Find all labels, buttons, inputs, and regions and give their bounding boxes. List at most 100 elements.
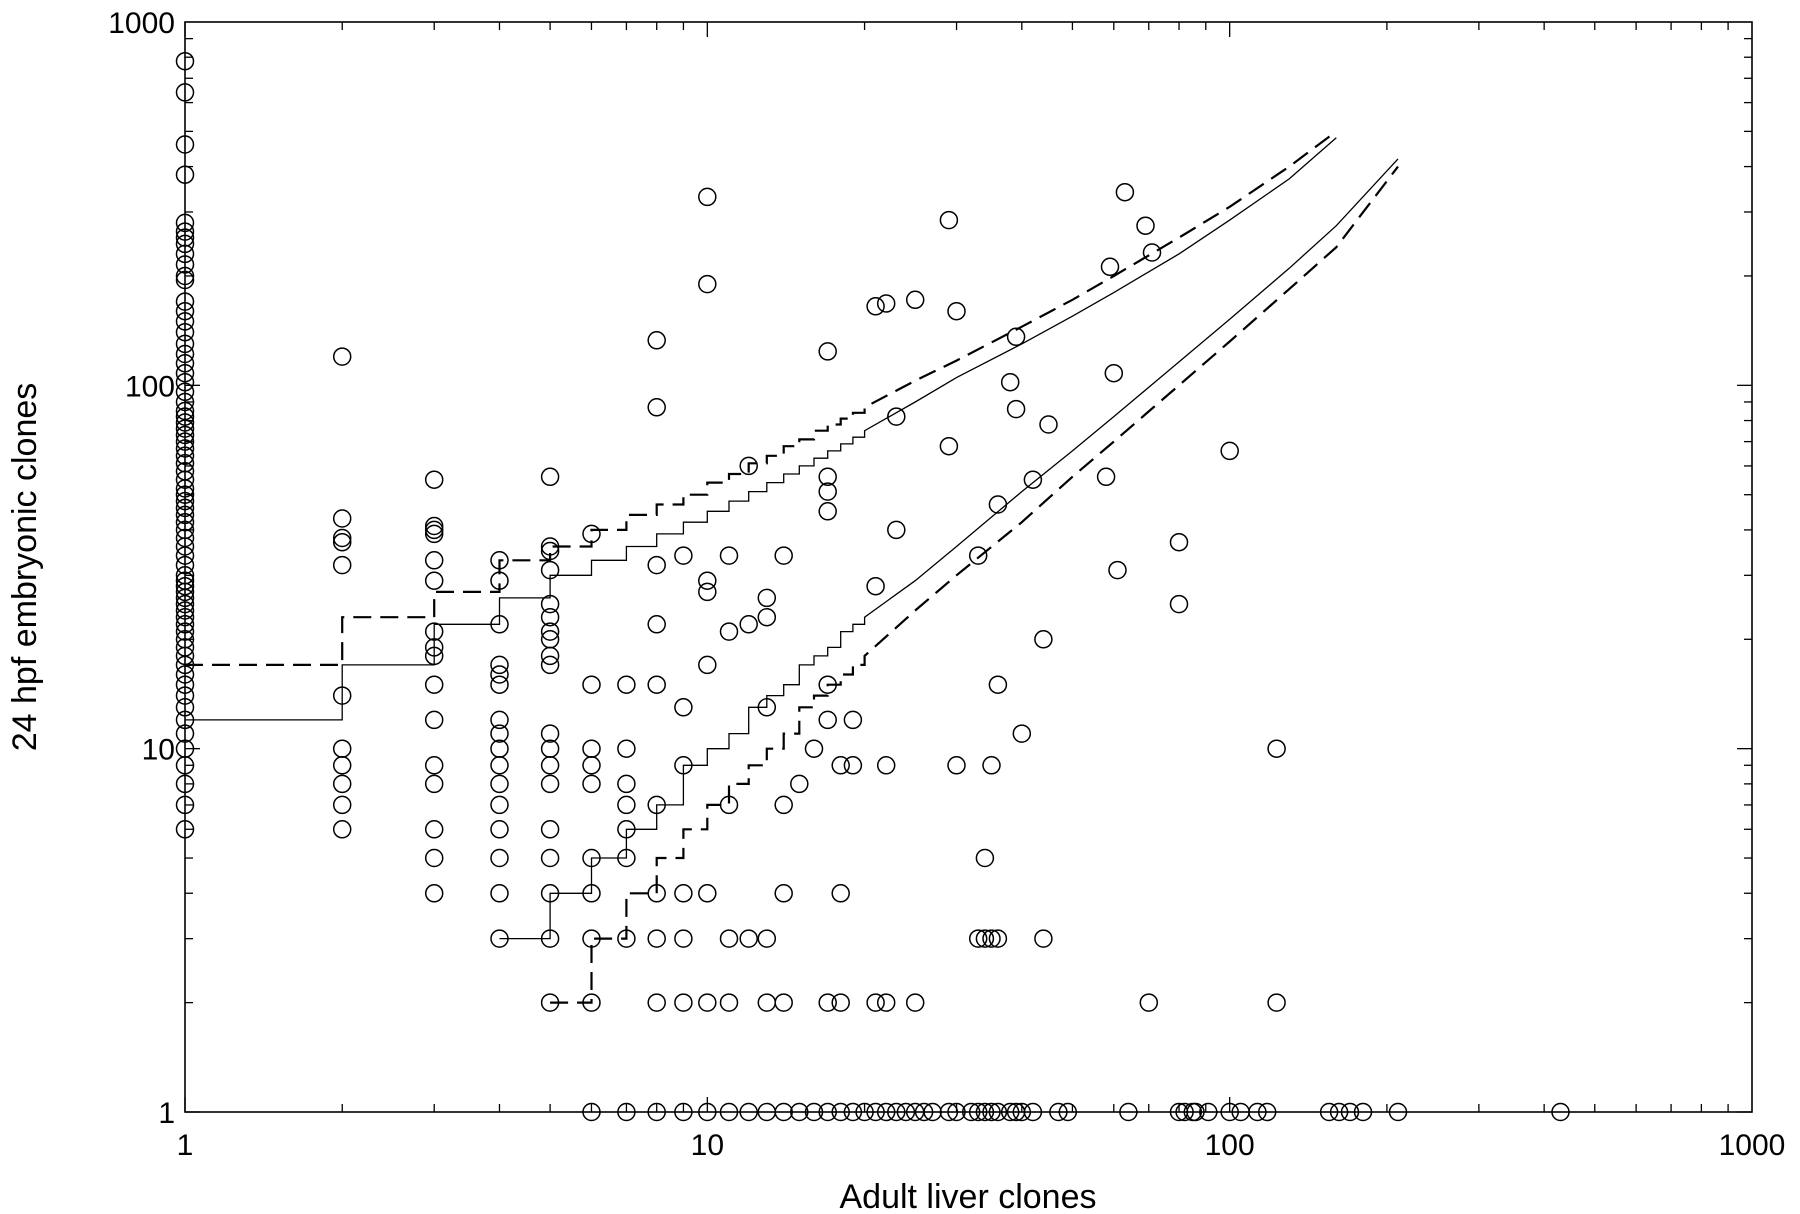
y-tick-label: 100 (125, 370, 175, 403)
data-point (1012, 724, 1032, 743)
data-point (582, 929, 601, 948)
data-point (831, 884, 850, 903)
data-point (914, 1102, 934, 1122)
data-point (1096, 467, 1116, 487)
data-point (424, 646, 444, 666)
data-point (790, 1102, 809, 1122)
data-point (175, 322, 195, 342)
data-point (175, 576, 195, 596)
data-point (988, 675, 1008, 694)
data-point (698, 582, 717, 602)
data-point (674, 698, 693, 717)
data-point (540, 607, 560, 627)
data-point (582, 756, 601, 775)
data-point (175, 413, 195, 432)
data-point (1115, 182, 1135, 202)
data-point (1039, 415, 1058, 434)
data-point (175, 439, 195, 458)
data-point (490, 571, 509, 590)
data-point (674, 1102, 693, 1122)
data-point (988, 495, 1008, 514)
data-point (617, 675, 636, 694)
data-point (175, 344, 195, 364)
data-point (175, 512, 195, 532)
data-point (540, 537, 560, 556)
data-point (647, 555, 666, 575)
curve-dashed-4 (550, 165, 1399, 1004)
x-tick-label: 10 (691, 1129, 724, 1162)
data-point (175, 382, 195, 402)
data-point (540, 929, 560, 948)
y-tick-label: 10 (142, 734, 175, 767)
data-point (175, 244, 195, 264)
x-axis-title: Adult liver clones (839, 1178, 1096, 1214)
data-point (175, 470, 195, 489)
data-point (490, 774, 509, 794)
data-point (968, 1102, 988, 1122)
data-point (831, 756, 850, 775)
data-point (424, 710, 444, 730)
data-point (982, 1102, 1001, 1122)
data-point (1199, 1102, 1218, 1122)
data-point (490, 675, 509, 694)
data-point (424, 820, 444, 839)
data-point (1023, 1102, 1043, 1122)
data-point (175, 446, 195, 466)
data-point (617, 820, 636, 839)
data-point (490, 655, 509, 675)
data-point (961, 1102, 981, 1122)
axis-ticks (184, 22, 1752, 1113)
data-point (332, 756, 352, 775)
data-point (175, 425, 195, 445)
data-point (332, 509, 352, 528)
data-point (490, 820, 509, 839)
data-point (490, 724, 509, 743)
data-point (1000, 372, 1020, 392)
x-tick-label: 100 (1205, 1129, 1255, 1162)
data-point (175, 537, 195, 556)
data-point (582, 884, 601, 903)
data-point (175, 312, 195, 331)
data-point (1108, 560, 1127, 580)
data-point (175, 498, 195, 518)
data-point (175, 270, 195, 290)
data-point (175, 301, 195, 321)
data-point (866, 1102, 885, 1122)
data-point (866, 993, 885, 1012)
data-point (757, 698, 777, 717)
data-point (540, 993, 560, 1012)
data-point (1388, 1102, 1408, 1122)
data-point (674, 993, 693, 1012)
data-point (988, 929, 1008, 948)
curve-solid-1 (185, 137, 1337, 721)
data-point (540, 820, 560, 839)
data-point (540, 848, 560, 868)
data-point (540, 646, 560, 666)
data-point (617, 739, 636, 758)
data-point (175, 665, 195, 684)
data-point (424, 571, 444, 590)
data-point (424, 756, 444, 775)
data-point (887, 520, 906, 540)
data-point (757, 588, 777, 608)
data-point (674, 756, 693, 775)
data-point (540, 594, 560, 614)
data-point (424, 884, 444, 903)
data-point (719, 622, 739, 641)
data-point (975, 848, 995, 868)
data-point (988, 1102, 1008, 1122)
data-point (739, 1102, 758, 1122)
data-point (719, 993, 739, 1012)
data-point (540, 655, 560, 675)
x-tick-label: 1 (177, 1129, 194, 1162)
data-point (1353, 1102, 1373, 1122)
data-point (1248, 1102, 1267, 1122)
data-point (1049, 1102, 1068, 1122)
data-point (582, 675, 601, 694)
data-point (647, 1102, 666, 1122)
data-point (1104, 363, 1124, 383)
data-point (175, 555, 195, 575)
data-point (332, 739, 352, 758)
data-point (175, 710, 195, 730)
data-point (975, 929, 995, 948)
